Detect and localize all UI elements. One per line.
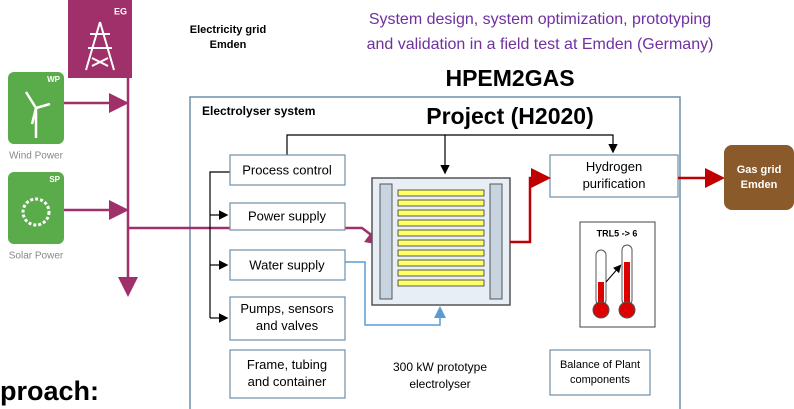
bop-label: Balance of Plant components: [560, 359, 640, 386]
subtitle: System design, system optimization, prot…: [367, 11, 714, 53]
box-label: Water supply: [249, 257, 325, 272]
box-label: Frame, tubing and container: [247, 357, 327, 389]
box-label: Process control: [242, 162, 332, 177]
grid-icon: [68, 0, 132, 78]
box-labels: Process control Power supply Water suppl…: [240, 159, 645, 389]
stack-label: 300 kW prototype electrolyser: [393, 360, 487, 391]
purification-label: Hydrogen purification: [583, 159, 646, 191]
solar-label: Solar Power: [9, 251, 64, 262]
box-label: Pumps, sensors and valves: [240, 301, 334, 333]
pylon: [85, 21, 115, 71]
system-title: Electrolyser system: [202, 104, 315, 118]
sun: [21, 197, 51, 227]
water-line: [345, 261, 446, 326]
trl-box: [579, 221, 656, 328]
control-lines: [209, 134, 618, 323]
gas-grid-label: Gas grid Emden: [737, 164, 782, 191]
footer: proach:: [0, 376, 99, 406]
gas-grid: [724, 145, 794, 210]
component-boxes: [229, 154, 679, 399]
thermometers: [592, 244, 636, 319]
grid-code: EG: [114, 6, 127, 16]
title: HPEM2GAS Project (H2020): [426, 65, 593, 129]
wind-code: WP: [47, 75, 61, 84]
box-label: Power supply: [248, 208, 327, 223]
solar-code: SP: [49, 175, 60, 184]
wind-label: Wind Power: [9, 151, 64, 162]
stack: [371, 177, 511, 306]
grid-label: Electricity grid Emden: [190, 24, 266, 51]
trl-label: TRL5 -> 6: [597, 228, 638, 238]
turbine: [24, 91, 51, 138]
solar-icon: [8, 172, 64, 244]
hydrogen-lines: [510, 168, 725, 244]
